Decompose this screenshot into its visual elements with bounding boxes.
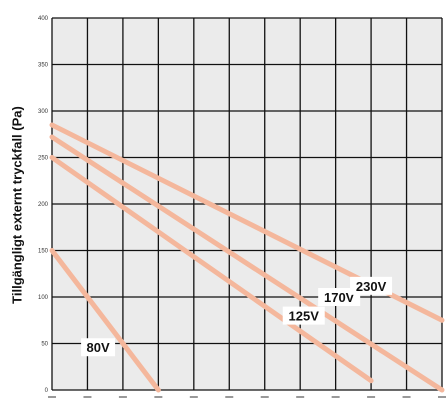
- series-label-box: [318, 288, 361, 306]
- x-tick-mark: [296, 396, 305, 398]
- series-lines: [49, 122, 445, 393]
- x-tick-mark: [83, 396, 92, 398]
- y-tick-label: 400: [38, 16, 49, 22]
- y-tick-label: 350: [38, 63, 49, 69]
- series-line-80V: [49, 248, 161, 393]
- x-tick-mark: [331, 396, 340, 398]
- series-label-170V: 170V: [324, 290, 355, 305]
- series-label-box: [350, 276, 393, 295]
- x-tick-mark: [438, 396, 446, 398]
- x-tick-mark: [260, 396, 269, 398]
- y-tick-label: 50: [41, 342, 48, 348]
- series-label-125V: 125V: [289, 309, 320, 324]
- series-label-box: [81, 338, 116, 357]
- y-axis-label: Tillgängligt externt tryckfall (Pa): [9, 106, 25, 304]
- series-line-170V: [49, 134, 445, 393]
- y-tick-labels: 0 50 100 150 200 250 300 350 400: [38, 16, 49, 394]
- series-label-230V: 230V: [356, 279, 387, 294]
- y-tick-label: 200: [38, 202, 49, 208]
- x-tick-mark: [225, 396, 234, 398]
- y-tick-label: 250: [38, 156, 49, 162]
- x-tick-mark: [48, 396, 56, 398]
- x-tick-mark: [402, 396, 411, 398]
- x-tick-mark: [189, 396, 198, 398]
- x-tick-labels: [48, 396, 446, 398]
- series-line-125V: [49, 155, 374, 384]
- y-tick-label: 0: [45, 388, 49, 394]
- x-tick-mark: [367, 396, 376, 398]
- x-tick-mark: [118, 396, 127, 398]
- y-tick-label: 100: [38, 295, 49, 301]
- y-tick-label: 150: [38, 249, 49, 255]
- y-tick-label: 300: [38, 109, 49, 115]
- series-label-80V: 80V: [87, 340, 110, 355]
- x-tick-mark: [154, 396, 163, 398]
- series-label-box: [282, 306, 325, 325]
